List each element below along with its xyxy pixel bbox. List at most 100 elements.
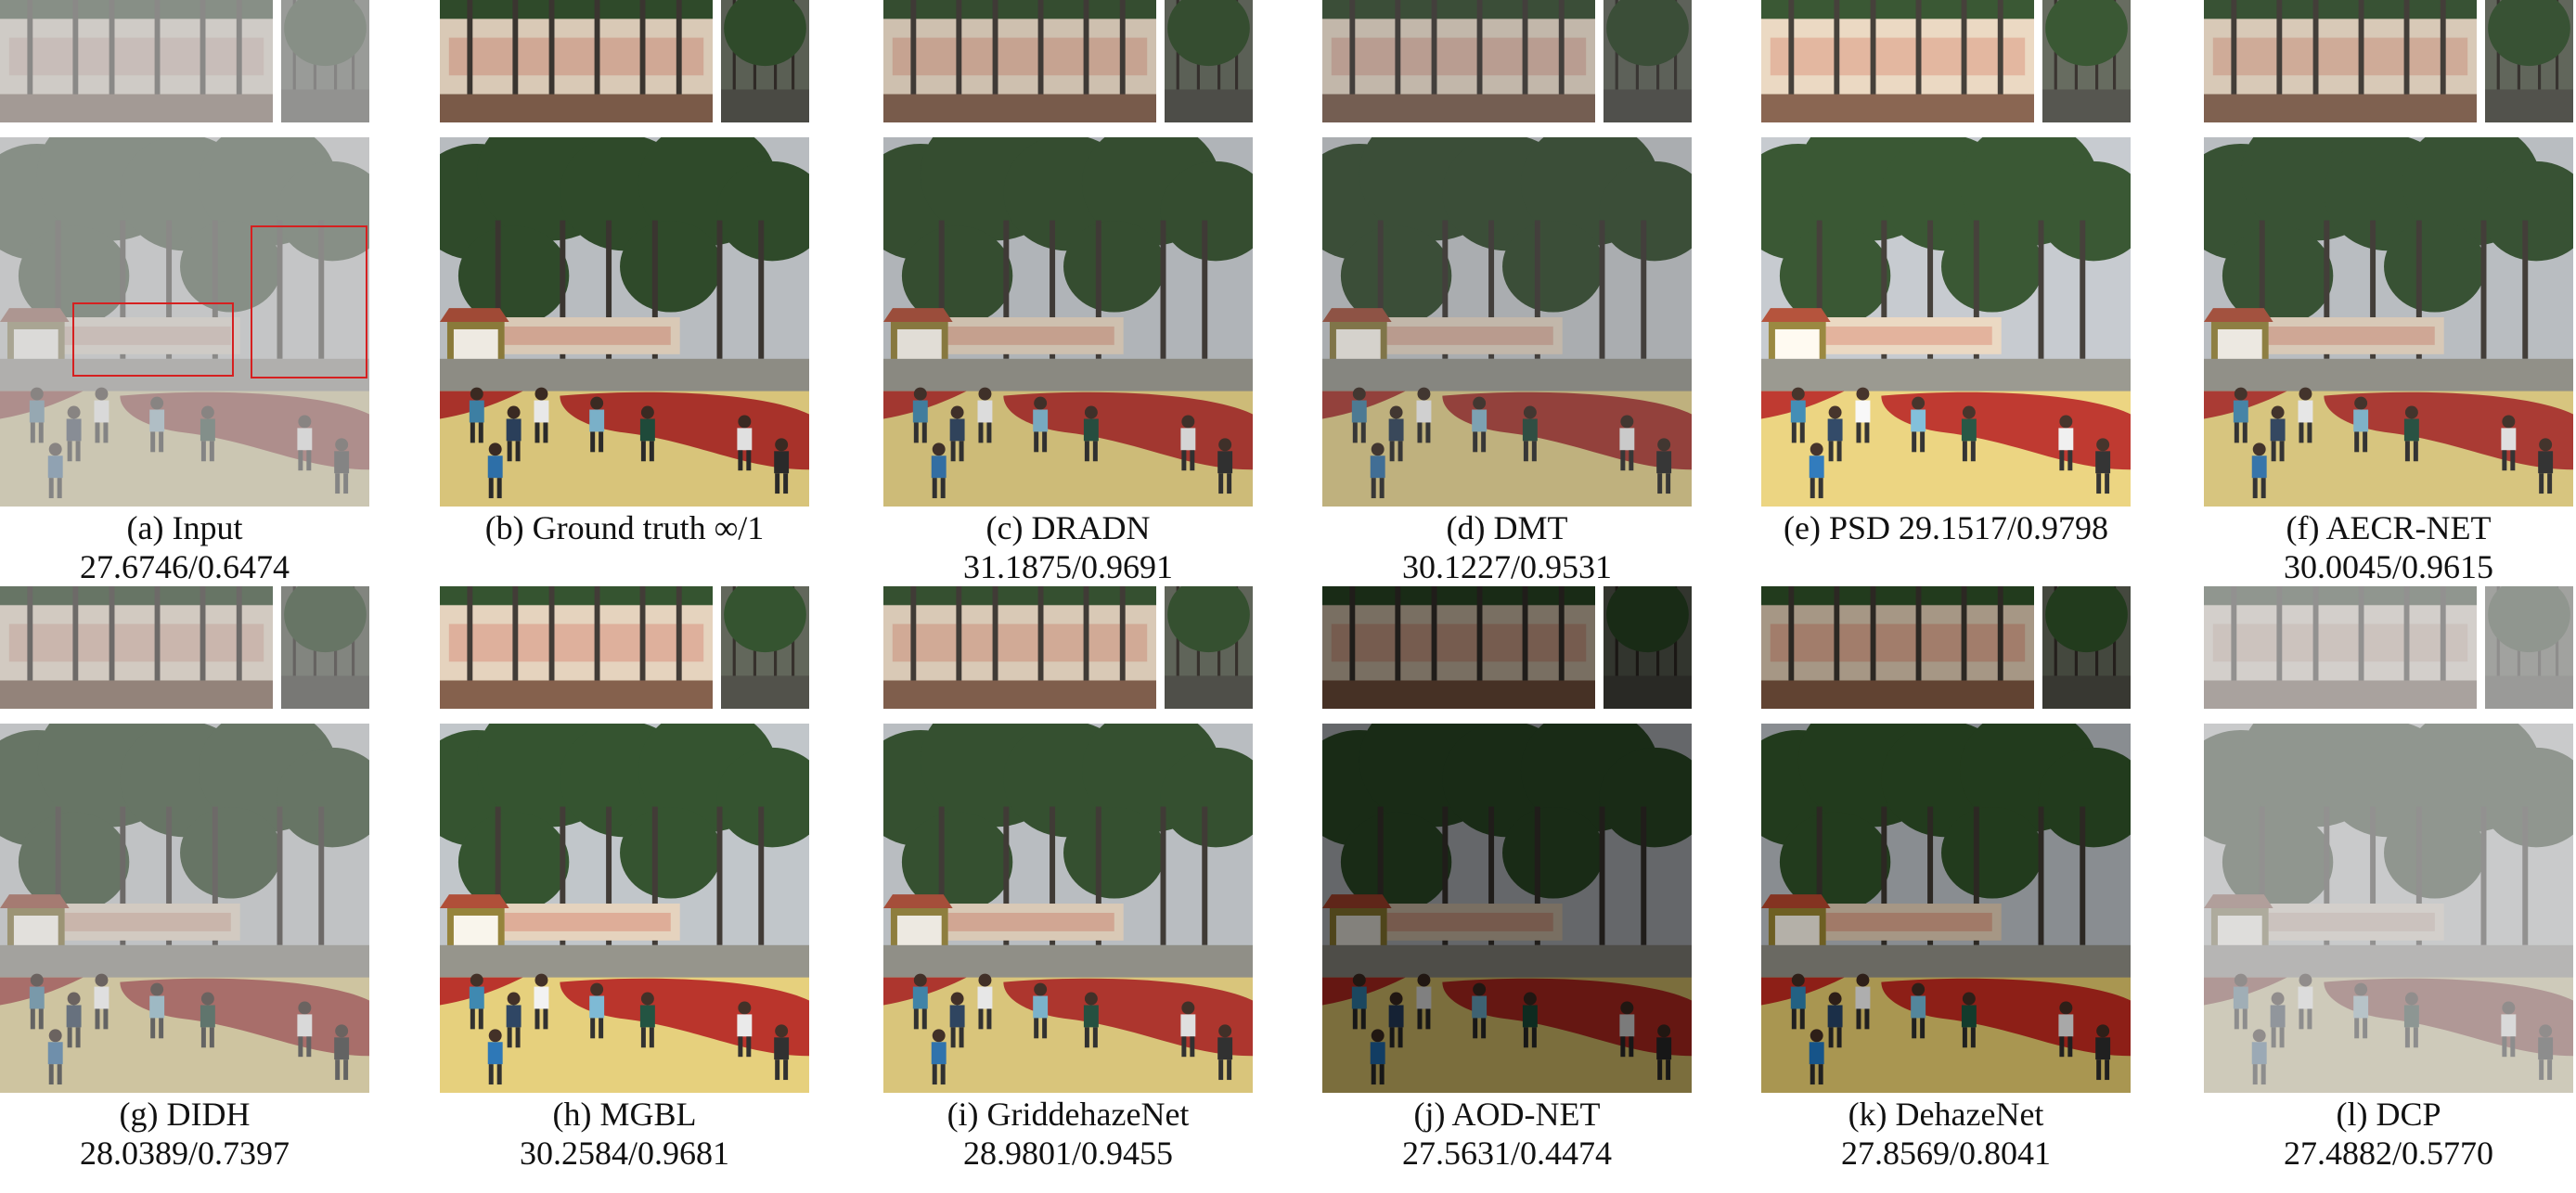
crop-left-image bbox=[1761, 586, 2034, 709]
zoom-crop-right bbox=[2042, 0, 2131, 122]
crop-right-image bbox=[2485, 586, 2573, 709]
crop-left-image bbox=[440, 586, 713, 709]
dehazed-image bbox=[883, 137, 1253, 507]
crop-right-image bbox=[281, 586, 369, 709]
zoom-crop-right bbox=[1604, 586, 1692, 709]
scene-image bbox=[440, 137, 809, 507]
scene-image bbox=[1322, 724, 1692, 1093]
dehazed-image bbox=[1761, 724, 2131, 1093]
scene-image bbox=[1322, 137, 1692, 507]
zoom-crops bbox=[1322, 0, 1692, 122]
panel-metric: 27.5631/0.4474 bbox=[1401, 1135, 1612, 1172]
zoom-crops bbox=[1761, 0, 2131, 122]
crop-left-image bbox=[1761, 0, 2034, 122]
crop-left-image bbox=[883, 586, 1156, 709]
zoom-crop-left bbox=[2204, 0, 2477, 122]
dehazed-image bbox=[883, 724, 1253, 1093]
zoom-crop-right bbox=[2485, 586, 2573, 709]
scene-image bbox=[883, 724, 1253, 1093]
zoom-crops bbox=[0, 586, 369, 709]
zoom-crop-right bbox=[721, 0, 809, 122]
panel-label: (b) Ground truth ∞/1 bbox=[484, 509, 765, 546]
crop-left-image bbox=[1322, 0, 1595, 122]
zoom-crop-left bbox=[2204, 586, 2477, 709]
zoom-crop-right bbox=[281, 0, 369, 122]
panel-metric: 30.0045/0.9615 bbox=[2283, 548, 2493, 585]
scene-image bbox=[2204, 137, 2573, 507]
panel-metric: 28.0389/0.7397 bbox=[79, 1135, 290, 1172]
dehazed-image bbox=[1761, 137, 2131, 507]
dehazed-image bbox=[2204, 137, 2573, 507]
zoom-crop-left bbox=[0, 586, 273, 709]
scene-image bbox=[2204, 724, 2573, 1093]
scene-image bbox=[440, 724, 809, 1093]
crop-right-image bbox=[2485, 0, 2573, 122]
panel-metric: 30.1227/0.9531 bbox=[1401, 548, 1612, 585]
crop-left-image bbox=[2204, 0, 2477, 122]
crop-right-image bbox=[2042, 0, 2131, 122]
crop-left-image bbox=[883, 0, 1156, 122]
zoom-crops bbox=[2204, 586, 2573, 709]
crop-right-image bbox=[1604, 0, 1692, 122]
panel-metric: 30.2584/0.9681 bbox=[519, 1135, 729, 1172]
zoom-crop-left bbox=[1322, 586, 1595, 709]
panel-metric: 28.9801/0.9455 bbox=[962, 1135, 1173, 1172]
scene-image bbox=[1761, 137, 2131, 507]
zoom-crop-left bbox=[883, 586, 1156, 709]
zoom-crop-left bbox=[1322, 0, 1595, 122]
zoom-crops bbox=[440, 586, 809, 709]
zoom-crop-right bbox=[2485, 0, 2573, 122]
zoom-crop-left bbox=[1761, 586, 2034, 709]
zoom-crop-right bbox=[1604, 0, 1692, 122]
panel-label: (i) GriddehazeNet bbox=[947, 1096, 1190, 1133]
panel-label: (f) AECR-NET bbox=[2286, 509, 2492, 546]
dehazed-image bbox=[2204, 724, 2573, 1093]
zoom-crop-left bbox=[440, 586, 713, 709]
panel-metric: 27.6746/0.6474 bbox=[79, 548, 290, 585]
panel-label: (k) DehazeNet bbox=[1848, 1096, 2044, 1133]
zoom-crops bbox=[1322, 586, 1692, 709]
zoom-crop-left bbox=[440, 0, 713, 122]
dehazed-image bbox=[440, 724, 809, 1093]
zoom-crop-left bbox=[883, 0, 1156, 122]
crop-left-image bbox=[1322, 586, 1595, 709]
panel-label: (j) AOD-NET bbox=[1413, 1096, 1601, 1133]
panel-metric: 31.1875/0.9691 bbox=[962, 548, 1173, 585]
dehazed-image bbox=[0, 137, 369, 507]
panel-label: (a) Input bbox=[126, 509, 243, 546]
zoom-crops bbox=[0, 0, 369, 122]
panel-metric: 27.4882/0.5770 bbox=[2283, 1135, 2493, 1172]
crop-left-image bbox=[2204, 586, 2477, 709]
crop-left-image bbox=[440, 0, 713, 122]
crop-left-image bbox=[0, 586, 273, 709]
crop-right-image bbox=[281, 0, 369, 122]
crop-right-image bbox=[1165, 0, 1253, 122]
crop-right-image bbox=[1604, 586, 1692, 709]
scene-image bbox=[0, 724, 369, 1093]
panel-label: (c) DRADN bbox=[985, 509, 1151, 546]
crop-right-image bbox=[721, 586, 809, 709]
zoom-box-left bbox=[72, 302, 234, 377]
zoom-crop-right bbox=[1165, 586, 1253, 709]
dehazed-image bbox=[1322, 724, 1692, 1093]
zoom-crops bbox=[883, 0, 1253, 122]
zoom-crop-right bbox=[721, 586, 809, 709]
zoom-crop-left bbox=[1761, 0, 2034, 122]
zoom-crop-right bbox=[1165, 0, 1253, 122]
panel-metric: 27.8569/0.8041 bbox=[1840, 1135, 2051, 1172]
scene-image bbox=[1761, 724, 2131, 1093]
crop-left-image bbox=[0, 0, 273, 122]
panel-label: (d) DMT bbox=[1446, 509, 1568, 546]
dehazed-image bbox=[440, 137, 809, 507]
zoom-box-right bbox=[251, 225, 367, 378]
panel-label: (l) DCP bbox=[2336, 1096, 2441, 1133]
zoom-crop-right bbox=[2042, 586, 2131, 709]
crop-right-image bbox=[721, 0, 809, 122]
zoom-crops bbox=[1761, 586, 2131, 709]
zoom-crops bbox=[2204, 0, 2573, 122]
panel-label: (e) PSD 29.1517/0.9798 bbox=[1784, 509, 2108, 546]
crop-right-image bbox=[2042, 586, 2131, 709]
crop-right-image bbox=[1165, 586, 1253, 709]
zoom-crop-right bbox=[281, 586, 369, 709]
